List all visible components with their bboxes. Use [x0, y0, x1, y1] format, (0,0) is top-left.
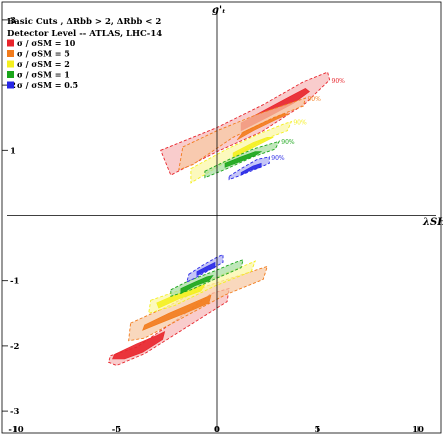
legend-entry-label: σ / σSM = 2	[17, 59, 70, 69]
series-3-inner-region	[224, 151, 263, 168]
y-tick-label: -2	[10, 342, 20, 352]
legend-swatch	[7, 50, 14, 57]
legend-swatch	[7, 71, 14, 78]
y-tick-label: 3	[10, 16, 16, 26]
series-4-inner-region	[196, 261, 216, 276]
legend: Basic Cuts , ΔRbb > 2, ΔRbb < 2 Detector…	[7, 17, 162, 90]
legend-swatch	[7, 60, 14, 68]
series-0-level-label: 90%	[332, 78, 346, 85]
series-3-level-label: 90%	[281, 139, 295, 146]
series-1-regions: 90%	[128, 96, 321, 342]
legend-entry-label: σ / σSM = 1	[17, 70, 70, 80]
legend-entry-label: σ / σSM = 10	[17, 38, 76, 48]
y-tick-label: -3	[10, 407, 20, 417]
series-1-level-label: 90%	[307, 96, 321, 103]
y-axis-title: g'ₜ	[212, 5, 226, 16]
legend-swatch	[7, 81, 14, 89]
series-3-inner-region	[180, 275, 214, 295]
series-3-regions: 90%	[170, 139, 295, 297]
series-1-outer-region	[178, 97, 307, 171]
series-1-inner-region	[142, 294, 212, 331]
y-tick-label: 1	[10, 146, 16, 156]
axes	[7, 7, 436, 428]
legend-header-line-2: Detector Level -- ATLAS, LHC-14	[7, 29, 162, 39]
series-1-inner-region	[236, 113, 290, 141]
contour-regions: 90% 90% 90% 90% 90%	[107, 71, 346, 366]
x-tick-label: 0	[214, 425, 220, 435]
legend-entry-label: σ / σSM = 5	[17, 49, 70, 59]
y-tick-label: -1	[10, 277, 20, 287]
series-0-inner-region	[112, 331, 166, 360]
legend-header-line-1: Basic Cuts , ΔRbb > 2, ΔRbb < 2	[7, 17, 161, 27]
x-tick-label: -5	[112, 425, 122, 435]
series-4-inner-region	[240, 162, 262, 176]
x-tick-label: 5	[315, 425, 321, 435]
legend-entry-label: σ / σSM = 0.5	[17, 80, 78, 90]
x-axis-title: λSH	[422, 217, 443, 228]
legend-swatch	[7, 39, 14, 47]
series-2-level-label: 90%	[293, 120, 307, 127]
x-tick-label: -10	[8, 425, 23, 435]
x-tick-label: 10	[412, 425, 424, 435]
series-4-regions: 90%	[186, 155, 285, 283]
series-4-level-label: 90%	[271, 155, 285, 162]
